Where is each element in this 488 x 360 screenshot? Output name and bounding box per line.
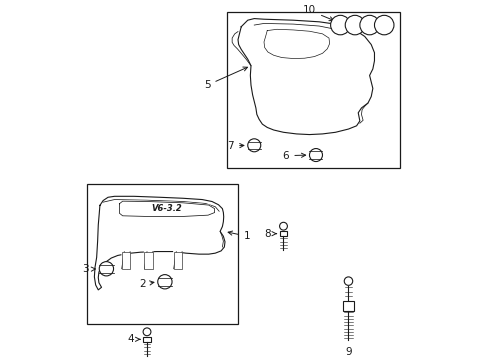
- Bar: [87, 184, 238, 324]
- Text: 2: 2: [139, 279, 154, 289]
- Circle shape: [143, 328, 151, 336]
- Text: 10: 10: [303, 5, 333, 21]
- Circle shape: [330, 15, 349, 35]
- Bar: [279, 231, 286, 236]
- Bar: [226, 12, 400, 168]
- Bar: [143, 337, 150, 342]
- Polygon shape: [94, 196, 224, 290]
- Text: 6: 6: [282, 151, 305, 161]
- Polygon shape: [122, 252, 130, 269]
- Circle shape: [247, 139, 260, 152]
- Text: 1: 1: [228, 231, 250, 241]
- Text: V6-3.2: V6-3.2: [151, 204, 182, 213]
- Polygon shape: [144, 252, 153, 269]
- Circle shape: [359, 15, 379, 35]
- Circle shape: [158, 275, 172, 289]
- Text: 3: 3: [81, 264, 95, 274]
- Circle shape: [279, 222, 287, 230]
- Text: 5: 5: [203, 67, 247, 90]
- Circle shape: [309, 149, 322, 162]
- Polygon shape: [173, 252, 182, 269]
- Bar: [173, 252, 182, 269]
- Circle shape: [374, 15, 393, 35]
- Circle shape: [99, 262, 113, 276]
- Text: 4: 4: [127, 334, 140, 344]
- Text: 9: 9: [345, 347, 351, 357]
- Text: 7: 7: [227, 141, 244, 151]
- Polygon shape: [238, 19, 374, 135]
- Bar: [342, 301, 354, 311]
- Bar: [122, 252, 130, 269]
- Circle shape: [345, 15, 364, 35]
- Text: 8: 8: [264, 229, 276, 239]
- Polygon shape: [119, 201, 214, 216]
- Bar: [144, 252, 153, 269]
- Circle shape: [344, 277, 352, 285]
